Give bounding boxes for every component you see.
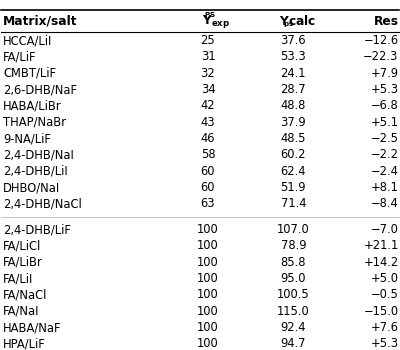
Text: HCCA/LiI: HCCA/LiI bbox=[3, 34, 53, 47]
Text: 100.5: 100.5 bbox=[277, 288, 310, 301]
Text: −2.5: −2.5 bbox=[371, 132, 399, 145]
Text: 71.4: 71.4 bbox=[280, 197, 306, 210]
Text: 34: 34 bbox=[201, 83, 215, 96]
Text: 2,6-DHB/NaF: 2,6-DHB/NaF bbox=[3, 83, 78, 96]
Text: 46: 46 bbox=[201, 132, 215, 145]
Text: 107.0: 107.0 bbox=[277, 223, 310, 236]
Text: 100: 100 bbox=[197, 337, 219, 350]
Text: −7.0: −7.0 bbox=[371, 223, 399, 236]
Text: 42: 42 bbox=[201, 99, 215, 112]
Text: FA/NaI: FA/NaI bbox=[3, 305, 40, 318]
Text: +21.1: +21.1 bbox=[363, 239, 399, 252]
Text: DHBO/NaI: DHBO/NaI bbox=[3, 181, 61, 194]
Text: −0.5: −0.5 bbox=[371, 288, 399, 301]
Text: HABA/NaF: HABA/NaF bbox=[3, 321, 62, 334]
Text: −22.3: −22.3 bbox=[363, 50, 399, 63]
Text: 100: 100 bbox=[197, 272, 219, 285]
Text: FA/LiI: FA/LiI bbox=[3, 272, 34, 285]
Text: 60: 60 bbox=[201, 165, 215, 178]
Text: −2.2: −2.2 bbox=[371, 148, 399, 161]
Text: FA/LiBr: FA/LiBr bbox=[3, 256, 43, 269]
Text: $\mathregular{Ycalc}$: $\mathregular{Ycalc}$ bbox=[279, 14, 316, 28]
Text: 100: 100 bbox=[197, 256, 219, 269]
Text: +7.6: +7.6 bbox=[371, 321, 399, 334]
Text: 48.5: 48.5 bbox=[280, 132, 306, 145]
Text: 60: 60 bbox=[201, 181, 215, 194]
Text: 85.8: 85.8 bbox=[280, 256, 306, 269]
Text: THAP/NaBr: THAP/NaBr bbox=[3, 116, 66, 129]
Text: 25: 25 bbox=[200, 34, 215, 47]
Text: 28.7: 28.7 bbox=[280, 83, 306, 96]
Text: 62.4: 62.4 bbox=[280, 165, 306, 178]
Text: 37.6: 37.6 bbox=[280, 34, 306, 47]
Text: 100: 100 bbox=[197, 223, 219, 236]
Text: −2.4: −2.4 bbox=[371, 165, 399, 178]
Text: FA/NaCl: FA/NaCl bbox=[3, 288, 48, 301]
Text: $\mathregular{Y_{exp}}$: $\mathregular{Y_{exp}}$ bbox=[202, 13, 230, 29]
Text: +7.9: +7.9 bbox=[371, 67, 399, 80]
Text: 2,4-DHB/LiF: 2,4-DHB/LiF bbox=[3, 223, 71, 236]
Text: 95.0: 95.0 bbox=[280, 272, 306, 285]
Text: 60.2: 60.2 bbox=[280, 148, 306, 161]
Text: 2,4-DHB/LiI: 2,4-DHB/LiI bbox=[3, 165, 68, 178]
Text: 100: 100 bbox=[197, 288, 219, 301]
Text: 78.9: 78.9 bbox=[280, 239, 306, 252]
Text: FA/LiF: FA/LiF bbox=[3, 50, 37, 63]
Text: −15.0: −15.0 bbox=[364, 305, 399, 318]
Text: 53.3: 53.3 bbox=[280, 50, 306, 63]
Text: 37.9: 37.9 bbox=[280, 116, 306, 129]
Text: Res: Res bbox=[374, 15, 399, 28]
Text: 24.1: 24.1 bbox=[280, 67, 306, 80]
Text: Matrix/salt: Matrix/salt bbox=[3, 15, 78, 28]
Text: HPA/LiF: HPA/LiF bbox=[3, 337, 46, 350]
Text: +5.0: +5.0 bbox=[371, 272, 399, 285]
Text: 9-NA/LiF: 9-NA/LiF bbox=[3, 132, 51, 145]
Text: HABA/LiBr: HABA/LiBr bbox=[3, 99, 62, 112]
Text: +14.2: +14.2 bbox=[363, 256, 399, 269]
Text: 51.9: 51.9 bbox=[280, 181, 306, 194]
Text: +5.1: +5.1 bbox=[371, 116, 399, 129]
Text: 43: 43 bbox=[201, 116, 215, 129]
Text: −6.8: −6.8 bbox=[371, 99, 399, 112]
Text: $_{\mathregular{ps}}$: $_{\mathregular{ps}}$ bbox=[284, 19, 294, 29]
Text: 48.8: 48.8 bbox=[281, 99, 306, 112]
Text: 58: 58 bbox=[201, 148, 215, 161]
Text: 31: 31 bbox=[201, 50, 215, 63]
Text: 115.0: 115.0 bbox=[277, 305, 310, 318]
Text: 100: 100 bbox=[197, 305, 219, 318]
Text: $^{\mathregular{PS}}$: $^{\mathregular{PS}}$ bbox=[204, 12, 216, 22]
Text: FA/LiCl: FA/LiCl bbox=[3, 239, 42, 252]
Text: 94.7: 94.7 bbox=[280, 337, 306, 350]
Text: −8.4: −8.4 bbox=[371, 197, 399, 210]
Text: CMBT/LiF: CMBT/LiF bbox=[3, 67, 56, 80]
Text: +8.1: +8.1 bbox=[371, 181, 399, 194]
Text: 63: 63 bbox=[201, 197, 215, 210]
Text: 100: 100 bbox=[197, 239, 219, 252]
Text: 92.4: 92.4 bbox=[280, 321, 306, 334]
Text: +5.3: +5.3 bbox=[370, 337, 399, 350]
Text: 2,4-DHB/NaCl: 2,4-DHB/NaCl bbox=[3, 197, 82, 210]
Text: 2,4-DHB/NaI: 2,4-DHB/NaI bbox=[3, 148, 74, 161]
Text: −12.6: −12.6 bbox=[364, 34, 399, 47]
Text: +5.3: +5.3 bbox=[370, 83, 399, 96]
Text: 100: 100 bbox=[197, 321, 219, 334]
Text: 32: 32 bbox=[200, 67, 215, 80]
